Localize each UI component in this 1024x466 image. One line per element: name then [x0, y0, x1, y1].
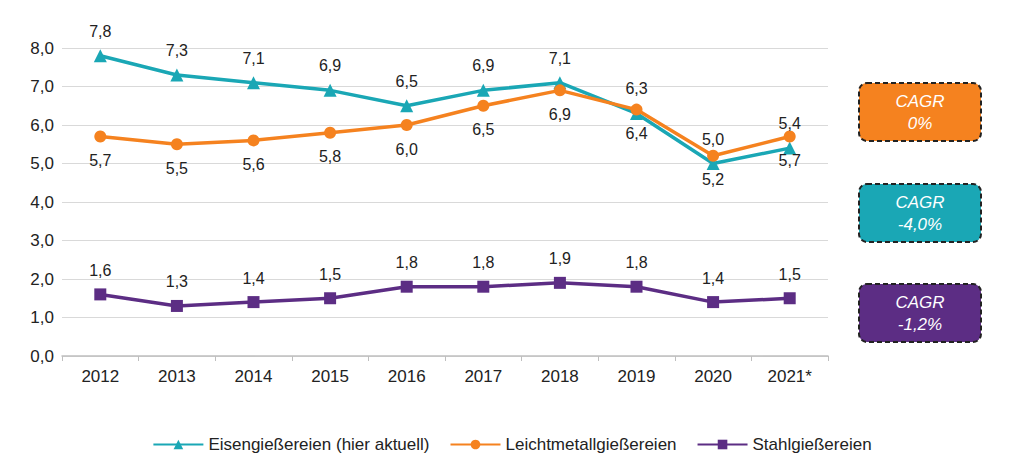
svg-text:CAGR: CAGR: [895, 293, 944, 312]
svg-text:7,8: 7,8: [89, 23, 111, 40]
svg-text:5,0: 5,0: [702, 131, 724, 148]
svg-text:7,1: 7,1: [242, 50, 264, 67]
svg-text:8,0: 8,0: [30, 39, 54, 58]
svg-text:2018: 2018: [541, 367, 579, 386]
svg-text:-4,0%: -4,0%: [898, 215, 942, 234]
svg-text:1,6: 1,6: [89, 262, 111, 279]
svg-text:6,9: 6,9: [472, 57, 494, 74]
svg-text:0,0: 0,0: [30, 347, 54, 366]
svg-text:Stahlgießereien: Stahlgießereien: [753, 435, 872, 454]
svg-text:Leichtmetallgießereien: Leichtmetallgießereien: [505, 435, 676, 454]
svg-text:CAGR: CAGR: [895, 92, 944, 111]
svg-text:7,1: 7,1: [549, 50, 571, 67]
svg-text:4,0: 4,0: [30, 193, 54, 212]
svg-text:6,9: 6,9: [319, 57, 341, 74]
svg-text:1,4: 1,4: [702, 270, 724, 287]
svg-text:3,0: 3,0: [30, 231, 54, 250]
svg-text:5,7: 5,7: [89, 152, 111, 169]
svg-text:2020: 2020: [694, 367, 732, 386]
svg-text:6,0: 6,0: [30, 116, 54, 135]
svg-text:1,8: 1,8: [625, 254, 647, 271]
svg-text:6,4: 6,4: [625, 125, 647, 142]
svg-text:Eisengießereien (hier aktuell): Eisengießereien (hier aktuell): [208, 435, 429, 454]
svg-text:6,9: 6,9: [549, 106, 571, 123]
svg-text:6,0: 6,0: [396, 141, 418, 158]
svg-text:0%: 0%: [908, 114, 933, 133]
svg-text:1,5: 1,5: [779, 266, 801, 283]
svg-text:CAGR: CAGR: [895, 193, 944, 212]
svg-text:2012: 2012: [81, 367, 119, 386]
svg-text:2,0: 2,0: [30, 270, 54, 289]
svg-text:5,5: 5,5: [166, 160, 188, 177]
svg-text:1,8: 1,8: [396, 254, 418, 271]
svg-text:2016: 2016: [388, 367, 426, 386]
svg-text:5,2: 5,2: [702, 171, 724, 188]
svg-text:6,5: 6,5: [472, 121, 494, 138]
svg-text:1,5: 1,5: [319, 266, 341, 283]
svg-text:5,0: 5,0: [30, 154, 54, 173]
svg-text:2017: 2017: [464, 367, 502, 386]
svg-text:1,0: 1,0: [30, 308, 54, 327]
svg-text:2021*: 2021*: [767, 367, 812, 386]
svg-text:6,3: 6,3: [625, 80, 647, 97]
svg-text:1,8: 1,8: [472, 254, 494, 271]
svg-text:-1,2%: -1,2%: [898, 315, 942, 334]
svg-text:1,9: 1,9: [549, 250, 571, 267]
svg-text:2015: 2015: [311, 367, 349, 386]
svg-text:6,5: 6,5: [396, 73, 418, 90]
svg-text:7,0: 7,0: [30, 77, 54, 96]
svg-text:2013: 2013: [158, 367, 196, 386]
svg-text:2014: 2014: [235, 367, 273, 386]
svg-text:1,4: 1,4: [242, 270, 264, 287]
svg-text:5,4: 5,4: [779, 115, 801, 132]
svg-text:2019: 2019: [618, 367, 656, 386]
svg-text:5,7: 5,7: [779, 152, 801, 169]
svg-text:1,3: 1,3: [166, 273, 188, 290]
svg-text:7,3: 7,3: [166, 42, 188, 59]
svg-text:5,6: 5,6: [242, 156, 264, 173]
svg-text:5,8: 5,8: [319, 148, 341, 165]
